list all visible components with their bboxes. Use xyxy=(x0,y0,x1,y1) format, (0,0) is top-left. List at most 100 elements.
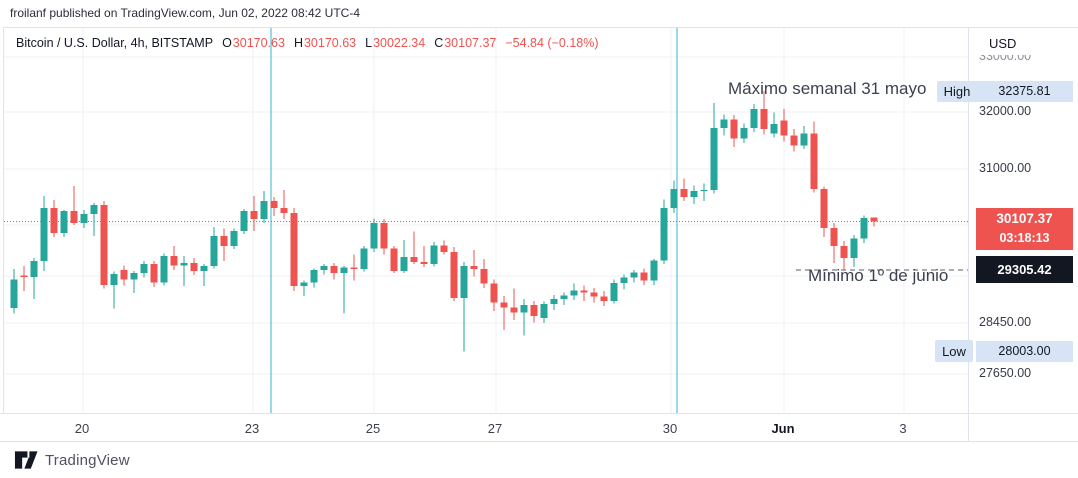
candle-body xyxy=(230,230,238,246)
price-tick-label: 33000.00 xyxy=(979,54,1032,63)
candle-body xyxy=(170,256,178,266)
candle-body xyxy=(310,270,318,283)
candle-body xyxy=(370,223,378,249)
candle-body xyxy=(720,119,728,128)
candle-body xyxy=(350,267,358,269)
price-tick-label: 27650.00 xyxy=(979,366,1032,381)
axis-separator xyxy=(968,414,969,442)
candle-body xyxy=(520,304,528,313)
candle-body xyxy=(670,188,678,209)
time-axis[interactable]: 20 23 25 27 30 Jun 3 xyxy=(0,413,1078,442)
candle-body xyxy=(840,245,848,258)
time-tick-label: Jun xyxy=(771,421,795,436)
ohlc-high: H 30170.63 xyxy=(293,36,357,50)
candle-body xyxy=(820,188,828,228)
candle-body xyxy=(860,218,868,239)
candle-body xyxy=(680,188,688,197)
tradingview-logo-icon[interactable] xyxy=(14,450,38,470)
candle-body xyxy=(420,262,428,265)
price-axis[interactable]: USD 33000.00 32000.00 31000.00 28450.00 2765… xyxy=(968,27,1078,413)
time-tick-label: 3 xyxy=(899,421,907,436)
candle-body xyxy=(730,119,738,139)
time-tick-label: 27 xyxy=(487,421,503,436)
candle-body xyxy=(780,120,788,136)
candle-body xyxy=(130,273,138,280)
high-badge: High xyxy=(937,80,977,102)
high-price-label: 32375.81 xyxy=(976,80,1073,102)
chart-legend[interactable]: Bitcoin / U.S. Dollar, 4h, BITSTAMP O 30… xyxy=(16,36,599,50)
candle-body xyxy=(550,299,558,305)
candle-body xyxy=(610,283,618,302)
candle-body xyxy=(560,295,568,300)
candle-body xyxy=(400,256,408,271)
candle-body xyxy=(580,290,588,293)
annotation-weekly-high: Máximo semanal 31 mayo xyxy=(728,79,927,98)
last-price-label: 30107.37 03:18:13 xyxy=(976,208,1073,251)
candle-body xyxy=(190,262,198,271)
candle-body xyxy=(140,264,148,274)
bar-countdown-timer: 03:18:13 xyxy=(999,231,1050,246)
attribution-text: froilanf published on TradingView.com, J… xyxy=(10,6,360,20)
candle-body xyxy=(90,205,98,215)
logo-bar: TradingView xyxy=(0,442,1078,478)
candle-body xyxy=(360,248,368,269)
candle-body xyxy=(410,256,418,263)
price-tick-label: 28450.00 xyxy=(979,314,1032,329)
candle-body xyxy=(450,251,458,298)
candle-body xyxy=(690,191,698,197)
candle-body xyxy=(200,265,208,271)
min-price-label: 29305.42 xyxy=(976,255,1073,283)
candle-body xyxy=(320,265,328,271)
ohlc-close: C 30107.37 xyxy=(434,36,497,50)
candle-body xyxy=(110,273,118,285)
candle-body xyxy=(300,282,308,287)
price-change: −54.84 (−0.18%) xyxy=(505,36,599,50)
candle-body xyxy=(460,265,468,298)
candle-body xyxy=(630,272,638,278)
candle-body xyxy=(700,189,708,192)
candle-body xyxy=(500,302,508,308)
time-tick-label: 25 xyxy=(365,421,381,436)
candle-body xyxy=(770,123,778,134)
candle-body xyxy=(220,236,228,246)
tradingview-logo-text[interactable]: TradingView xyxy=(45,451,130,469)
candle-body xyxy=(620,277,628,284)
candle-body xyxy=(640,272,648,281)
candlestick-chart[interactable] xyxy=(4,28,969,414)
candle-body xyxy=(540,304,548,318)
candle-body xyxy=(650,260,658,281)
chart-pane[interactable]: Bitcoin / U.S. Dollar, 4h, BITSTAMP O 30… xyxy=(3,27,977,414)
candle-body xyxy=(790,135,798,146)
candle-body xyxy=(740,127,748,139)
candle-body xyxy=(870,217,878,222)
ohlc-open: O 30170.63 xyxy=(222,36,285,50)
last-price-value: 30107.37 xyxy=(996,211,1053,227)
candle-body xyxy=(430,245,438,265)
candle-body xyxy=(600,296,608,302)
candle-body xyxy=(80,214,88,224)
candle-body xyxy=(330,265,338,274)
candle-body xyxy=(660,208,668,261)
time-tick-label: 30 xyxy=(662,421,678,436)
symbol-title: Bitcoin / U.S. Dollar, 4h, BITSTAMP xyxy=(16,36,214,50)
candle-body xyxy=(150,264,158,283)
candle-body xyxy=(470,265,478,269)
candle-body xyxy=(590,292,598,297)
candle-body xyxy=(280,208,288,213)
candle-body xyxy=(270,201,278,209)
low-badge: Low xyxy=(935,340,973,363)
candle-body xyxy=(510,307,518,313)
candle-body xyxy=(750,109,758,128)
currency-label: USD xyxy=(989,36,1017,51)
candle-body xyxy=(480,268,488,284)
time-tick-label: 23 xyxy=(244,421,260,436)
candle-body xyxy=(70,211,78,224)
candle-body xyxy=(60,211,68,234)
candle-body xyxy=(490,283,498,303)
annotation-june-low: Mínimo 1º de junio xyxy=(808,266,949,285)
ohlc-low: L 30022.34 xyxy=(365,36,426,50)
candle-body xyxy=(10,279,18,308)
candle-body xyxy=(180,262,188,266)
low-price-label: 28003.00 xyxy=(976,340,1073,362)
